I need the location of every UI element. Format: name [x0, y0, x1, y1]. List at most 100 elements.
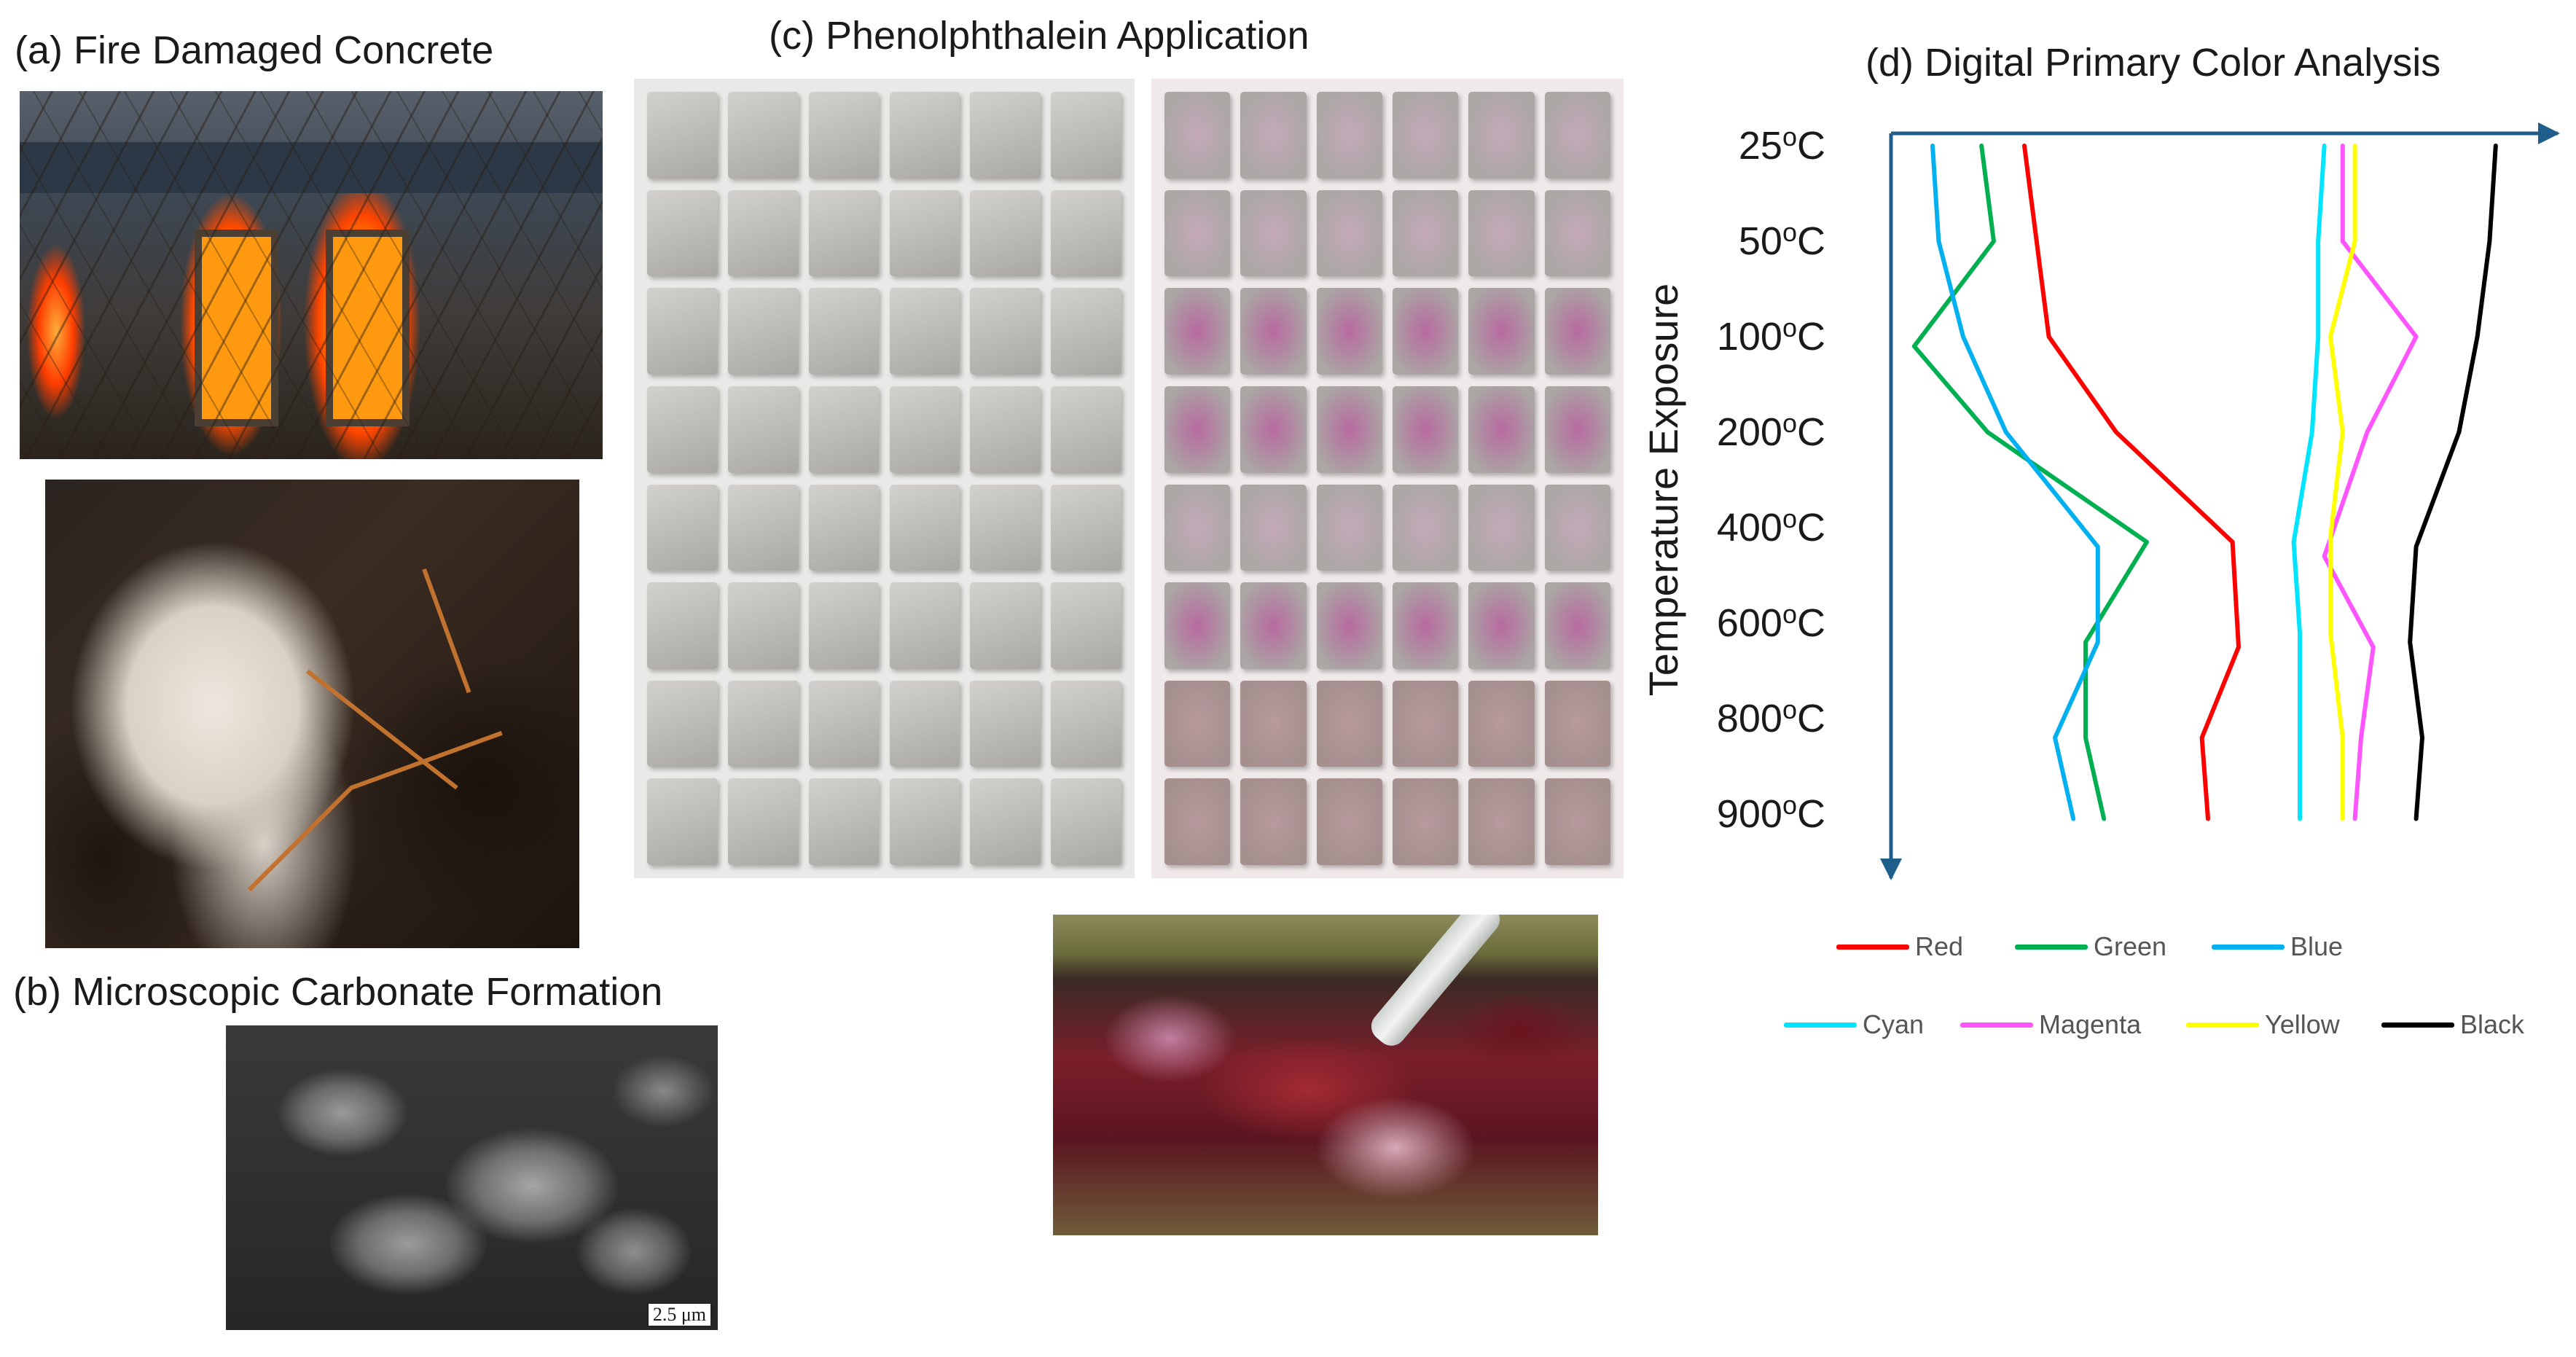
legend-swatch [1960, 1022, 2033, 1028]
concrete-cube [1164, 582, 1231, 669]
concrete-cube [1051, 189, 1121, 277]
concrete-cube [1316, 582, 1382, 669]
concrete-cube [1468, 680, 1535, 767]
concrete-cube [889, 288, 960, 375]
legend-label: Green [2094, 931, 2167, 961]
panel-a-title: (a) Fire Damaged Concrete [15, 28, 494, 72]
concrete-cube [1051, 680, 1121, 767]
concrete-cube [1164, 189, 1231, 277]
tree-branches [20, 91, 603, 459]
legend-item-red: Red [1836, 931, 1963, 962]
concrete-cube [647, 484, 718, 571]
concrete-cube [808, 680, 880, 767]
concrete-cube [1240, 92, 1307, 179]
concrete-cube [1164, 778, 1231, 865]
concrete-cube [1240, 386, 1307, 473]
concrete-cube [1316, 386, 1382, 473]
concrete-cube [1544, 582, 1610, 669]
concrete-cube [970, 92, 1041, 179]
fire-photo [20, 91, 603, 459]
concrete-cube [727, 484, 799, 571]
concrete-cube [647, 680, 718, 767]
panel-d-title: (d) Digital Primary Color Analysis [1866, 41, 2441, 85]
concrete-cube [808, 189, 880, 277]
concrete-cube [970, 288, 1041, 375]
concrete-cube [647, 778, 718, 865]
concrete-cube [1051, 778, 1121, 865]
concrete-cube [970, 582, 1041, 669]
concrete-cube [808, 288, 880, 375]
series-line-blue [1930, 144, 2100, 821]
concrete-cube [1240, 778, 1307, 865]
concrete-cube [808, 582, 880, 669]
concrete-cube [970, 484, 1041, 571]
concrete-cube [647, 189, 718, 277]
concrete-cube [1393, 189, 1459, 277]
concrete-cube [889, 484, 960, 571]
y-tick-label: 900oC [1717, 790, 1825, 836]
legend-label: Black [2460, 1009, 2525, 1039]
concrete-cube [727, 582, 799, 669]
concrete-cube [1468, 288, 1535, 375]
concrete-cube [647, 386, 718, 473]
concrete-cube [1051, 288, 1121, 375]
concrete-cube [1468, 582, 1535, 669]
legend-label: Blue [2290, 931, 2344, 961]
legend-swatch [2186, 1022, 2259, 1028]
burning-window-right [326, 230, 410, 426]
panel-b-title: (b) Microscopic Carbonate Formation [13, 970, 663, 1014]
legend-label: Cyan [1863, 1009, 1925, 1039]
y-tick-label: 800oC [1717, 695, 1825, 740]
concrete-cube [970, 680, 1041, 767]
concrete-cube [1051, 582, 1121, 669]
series-line-cyan [2291, 144, 2327, 821]
concrete-cube [1316, 92, 1382, 179]
concrete-cube [889, 189, 960, 277]
concrete-cube [1544, 484, 1610, 571]
concrete-cube [1393, 778, 1459, 865]
concrete-cube [1468, 778, 1535, 865]
legend-label: Yellow [2265, 1009, 2340, 1039]
concrete-cube [1240, 189, 1307, 277]
series-line-green [1911, 144, 2149, 821]
concrete-cube [808, 386, 880, 473]
concrete-cube [808, 92, 880, 179]
series-line-yellow [2328, 144, 2357, 821]
legend-item-black: Black [2381, 1009, 2524, 1040]
concrete-cube [1240, 582, 1307, 669]
concrete-cube [647, 582, 718, 669]
concrete-cube [970, 778, 1041, 865]
legend-swatch [2381, 1022, 2454, 1028]
concrete-cube [1316, 288, 1382, 375]
concrete-cube [727, 680, 799, 767]
concrete-cube [1316, 189, 1382, 277]
concrete-cube [1164, 680, 1231, 767]
y-tick-label: 50oC [1739, 217, 1825, 263]
scale-bar: 2.5 μm [646, 1302, 712, 1327]
concrete-cube [970, 386, 1041, 473]
y-tick-label: 25oC [1739, 122, 1825, 168]
legend-item-cyan: Cyan [1784, 1009, 1924, 1040]
legend-swatch [1836, 944, 1909, 950]
burning-window-left [195, 230, 278, 426]
concrete-cube [1544, 92, 1610, 179]
concrete-cube [727, 386, 799, 473]
concrete-cube [727, 778, 799, 865]
concrete-cube [1468, 386, 1535, 473]
y-tick-label: 400oC [1717, 504, 1825, 550]
legend-swatch [2015, 944, 2088, 950]
concrete-cube [727, 288, 799, 375]
concrete-cube [889, 582, 960, 669]
concrete-cube [889, 680, 960, 767]
concrete-cube [1544, 778, 1610, 865]
damaged-concrete-photo [45, 480, 579, 948]
legend-item-magenta: Magenta [1960, 1009, 2141, 1040]
concrete-cube [1393, 484, 1459, 571]
legend-item-yellow: Yellow [2186, 1009, 2340, 1040]
concrete-cube [1393, 582, 1459, 669]
concrete-cube [1051, 92, 1121, 179]
concrete-cube [1240, 680, 1307, 767]
legend-label: Red [1915, 931, 1964, 961]
concrete-cube [1316, 778, 1382, 865]
